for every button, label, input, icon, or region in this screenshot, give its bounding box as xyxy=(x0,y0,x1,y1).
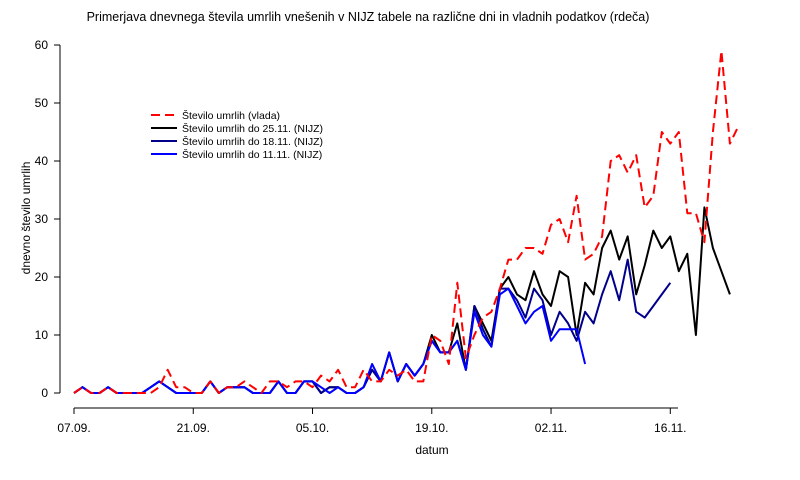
y-tick-label: 10 xyxy=(35,328,49,342)
legend-entry-label: Število umrlih do 18.11. (NIJZ) xyxy=(182,135,323,148)
y-tick-label: 60 xyxy=(35,38,49,52)
series-layer xyxy=(73,49,740,394)
y-tick-label: 0 xyxy=(41,386,48,400)
chart-title: Primerjava dnevnega števila umrlih vneše… xyxy=(87,10,650,24)
y-axis-label: dnevno število umrlih xyxy=(19,162,33,275)
y-ticks: 0 10 20 30 40 50 60 xyxy=(35,38,60,400)
x-tick-label: 16.11. xyxy=(654,421,686,435)
y-tick-label: 50 xyxy=(35,96,49,110)
y-tick-label: 20 xyxy=(35,270,49,284)
x-axis-label: datum xyxy=(415,443,448,457)
series-line-0 xyxy=(73,49,740,394)
x-tick-label: 19.10. xyxy=(415,421,448,435)
legend: Število umrlih (vlada)Število umrlih do … xyxy=(151,109,323,161)
y-tick-label: 30 xyxy=(35,212,49,226)
x-ticks: 07.09. 21.09. 05.10. 19.10. 02.11. 16.11. xyxy=(57,408,687,435)
x-tick-label: 05.10. xyxy=(296,421,329,435)
legend-entry-label: Število umrlih do 11.11. (NIJZ) xyxy=(182,148,322,161)
legend-entry-label: Število umrlih do 25.11. (NIJZ) xyxy=(182,122,323,135)
y-tick-label: 40 xyxy=(35,154,49,168)
x-tick-label: 07.09. xyxy=(57,421,90,435)
x-tick-label: 02.11. xyxy=(535,421,567,435)
x-tick-label: 21.09. xyxy=(177,421,210,435)
series-line-2 xyxy=(73,258,672,394)
legend-entry-label: Število umrlih (vlada) xyxy=(182,109,280,122)
series-line-3 xyxy=(73,287,587,394)
series-line-1 xyxy=(73,206,731,394)
